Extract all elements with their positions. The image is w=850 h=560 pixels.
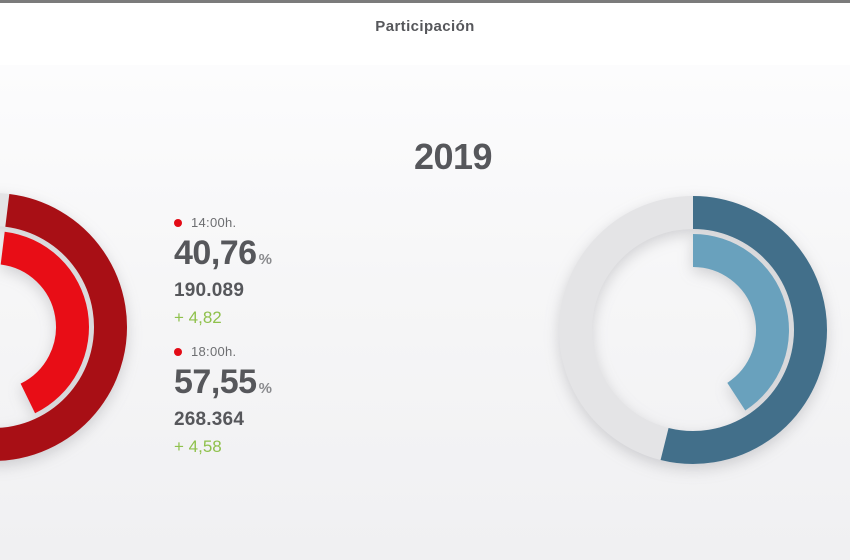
percent-sign: % [258,251,272,268]
bullet-dot-icon [174,347,182,356]
stat-percent: 57,55 % [174,365,272,406]
bullet-dot-icon [174,218,182,227]
stat-vote-count: 268.364 [174,409,245,430]
widget-title: Participación [375,18,475,35]
stat-percent: 40,76 % [174,236,272,277]
donut-chart-red [0,193,127,461]
stat-time-label: 14:00h. [191,215,237,230]
stat-percent-value: 40,76 [174,234,257,272]
stat-delta: + 4,58 [174,437,222,456]
top-border-line [0,0,850,3]
stat-percent-value: 57,55 [174,363,257,401]
stat-head: 14:00h. [174,216,272,229]
year-title: 2019 [413,136,493,177]
stat-block-1800: 18:00h. 57,55 % 268.364 + 4,58 [174,345,272,455]
stat-block-1400: 14:00h. 40,76 % 190.089 + 4,82 [174,216,272,326]
percent-sign: % [258,380,272,397]
stat-delta: + 4,82 [174,308,222,327]
stats-panel: 14:00h. 40,76 % 190.089 + 4,82 18:00h. 5… [174,216,272,455]
donut-chart-blue [559,196,827,464]
stat-time-label: 18:00h. [191,344,237,359]
stat-head: 18:00h. [174,345,272,358]
stat-vote-count: 190.089 [174,280,245,301]
chart-area: 2019 14:00h. 40,76 % 190.089 + 4,82 18:0… [0,65,850,560]
widget-header: Participación [0,3,850,65]
